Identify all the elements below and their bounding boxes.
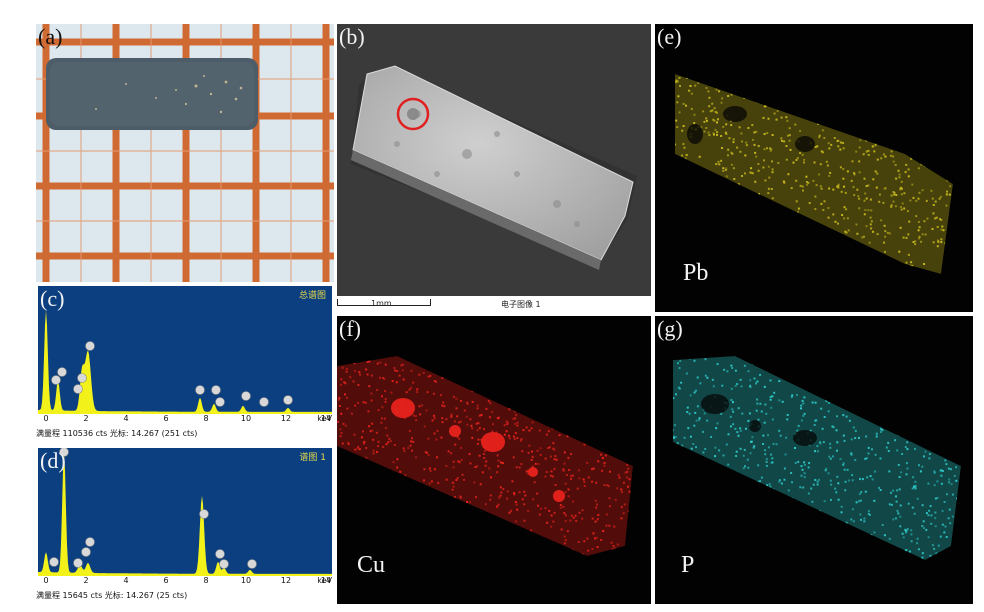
peak-marker — [259, 397, 269, 407]
map-speckle — [673, 356, 961, 560]
axis-tick-d: 8 — [203, 576, 209, 585]
axis-tick-d: 14 — [320, 576, 332, 585]
peak-marker — [283, 395, 293, 405]
pb-distribution-map — [675, 74, 953, 274]
panel-label-b: (b) — [339, 24, 365, 49]
axis-tick-c: 12 — [280, 414, 292, 423]
axis-unit-d: keV — [317, 576, 332, 585]
spectrum-footer-d: 满量程 15645 cts 光标: 14.267 (25 cts) — [36, 591, 188, 600]
panel-label-e: (e) — [657, 24, 682, 49]
peak-marker — [49, 557, 59, 567]
sem-footer: 1mm 电子图像 1 — [337, 296, 651, 312]
element-label-pb: Pb — [683, 260, 709, 286]
peak-marker — [215, 397, 225, 407]
peak-marker — [85, 537, 95, 547]
axis-tick-d: 2 — [83, 576, 89, 585]
peak-marker — [241, 391, 251, 401]
cu-distribution-map — [337, 356, 633, 556]
axis-tick-c: 8 — [203, 414, 209, 423]
peak-marker — [73, 384, 83, 394]
axis-tick-c: 0 — [43, 414, 49, 423]
p-distribution-map — [673, 356, 961, 560]
panel-e-pb-map: (e) Pb — [655, 24, 973, 312]
peak-marker — [77, 373, 87, 383]
axis-tick-c: 2 — [83, 414, 89, 423]
panel-label-a: (a) — [38, 24, 63, 49]
axis-tick-d: 0 — [43, 576, 49, 585]
panel-g-p-map: (g) P — [655, 316, 973, 604]
axis-unit-c: keV — [317, 414, 332, 423]
peak-marker — [195, 385, 205, 395]
peak-marker — [211, 385, 221, 395]
image-caption: 电子图像 1 — [501, 300, 541, 309]
axis-tick-d: 12 — [280, 576, 292, 585]
panel-label-f: (f) — [339, 316, 361, 341]
axis-tick-c: 14 — [320, 414, 332, 423]
peak-marker — [215, 549, 225, 559]
panel-label-g: (g) — [657, 316, 683, 341]
peak-marker — [247, 559, 257, 569]
spectrum-footer-c: 满量程 110536 cts 光标: 14.267 (251 cts) — [36, 429, 198, 438]
panel-c-spectrum: 总谱图 (c) 14 12 10 8 6 4 2 0 keV 满量程 110536 cts 光… — [36, 286, 334, 442]
energy-axis-c: 14 12 10 8 6 4 2 0 keV — [38, 414, 332, 426]
peak-marker — [85, 341, 95, 351]
panel-label-c: (c) — [40, 286, 65, 311]
spectrum-plot-d: 谱图 1 (d) — [38, 448, 332, 576]
panel-f-cu-map: (f) Cu — [337, 316, 651, 604]
spectrum-title-d: 谱图 1 — [299, 453, 326, 463]
spectrum-plot-c: 总谱图 (c) — [38, 286, 332, 414]
scale-bar — [337, 299, 431, 306]
axis-tick-d: 6 — [163, 576, 169, 585]
peak-marker — [199, 509, 209, 519]
axis-tick-c: 10 — [240, 414, 252, 423]
peak-marker — [51, 375, 61, 385]
axis-tick-d: 10 — [240, 576, 252, 585]
axis-tick-d: 4 — [123, 576, 129, 585]
panel-a-photo: (a) — [36, 24, 334, 282]
element-label-p: P — [681, 552, 695, 578]
scale-bar-label: 1mm — [371, 299, 392, 308]
peak-marker — [59, 448, 69, 457]
spectrum-title-c: 总谱图 — [298, 291, 326, 301]
sample-photo — [36, 24, 334, 282]
axis-tick-c: 6 — [163, 414, 169, 423]
panel-b-sem: (b) 1mm 电子图像 1 — [337, 24, 651, 312]
sem-image: (b) — [337, 24, 651, 296]
panel-label-d: (d) — [40, 448, 66, 473]
energy-axis-d: 14 12 10 8 6 4 2 0 keV — [38, 576, 332, 588]
peak-marker — [73, 558, 83, 568]
peak-marker — [57, 367, 67, 377]
marker-circle — [396, 97, 430, 131]
peak-marker — [81, 547, 91, 557]
axis-tick-c: 4 — [123, 414, 129, 423]
spectrum-peaks — [38, 452, 332, 576]
panel-d-spectrum: 谱图 1 (d) 14 12 10 8 6 4 2 0 keV 满量程 15645 cts 光… — [36, 448, 334, 604]
element-label-cu: Cu — [357, 552, 386, 578]
peak-marker — [219, 559, 229, 569]
